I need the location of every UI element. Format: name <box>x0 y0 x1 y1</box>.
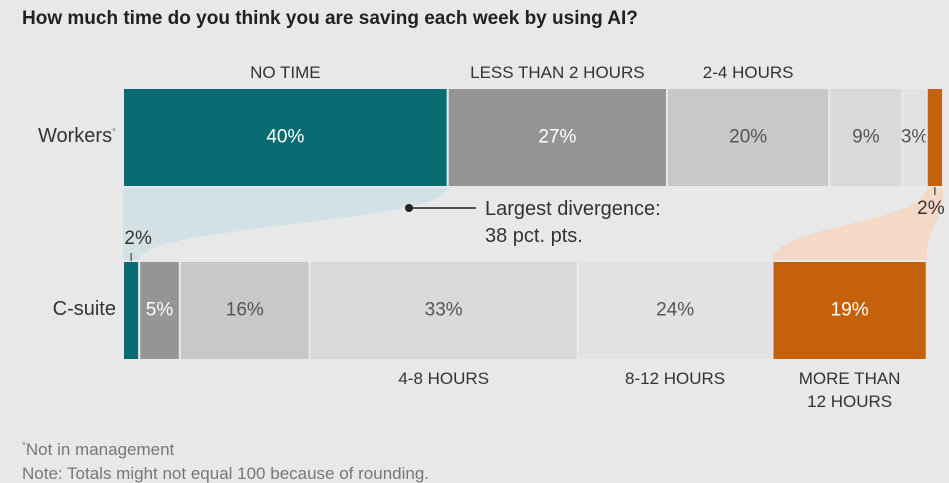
bar-segment <box>122 87 449 188</box>
footnote-marker: * <box>22 440 26 452</box>
bar-segment <box>138 260 181 361</box>
footnote-marker: * <box>112 125 116 137</box>
value-label: 5% <box>146 300 174 321</box>
bar-segment <box>178 260 311 361</box>
annotation: Largest divergence: 38 pct. pts. <box>485 196 661 250</box>
bar-segment <box>771 260 928 361</box>
value-label: 9% <box>852 127 880 148</box>
connector-band <box>772 187 943 261</box>
value-label: 3% <box>901 127 929 148</box>
series-label: 2-4 HOURS <box>702 63 794 82</box>
value-label: 40% <box>266 127 304 148</box>
footnote: Note: Totals might not equal 100 because… <box>22 464 430 483</box>
footnote: *Not in management <box>22 440 174 460</box>
value-label: 16% <box>226 300 264 321</box>
annotation-line: Largest divergence: <box>485 198 661 220</box>
connector-band <box>123 187 448 261</box>
bar-segment <box>901 87 928 188</box>
category-label: C-suite <box>53 298 116 321</box>
series-label: 4-8 HOURS <box>398 369 490 388</box>
value-label: 19% <box>831 300 869 321</box>
category-text: C-suite <box>52 297 116 320</box>
value-label: 20% <box>729 127 767 148</box>
chart-title: How much time do you think you are savin… <box>22 8 638 29</box>
value-label: 2% <box>917 198 945 219</box>
bar-segment <box>576 260 774 361</box>
series-label: NO TIME <box>250 63 321 82</box>
value-label: 27% <box>538 127 576 148</box>
bar-segment <box>446 87 668 188</box>
bar-segment <box>308 260 579 361</box>
series-label: 8-12 HOURS <box>625 369 726 388</box>
series-label: MORE THAN 12 HOURS <box>798 369 901 411</box>
bar-segment <box>122 260 141 361</box>
value-label: 24% <box>656 300 694 321</box>
bar-segment <box>925 87 945 188</box>
value-label: 2% <box>124 228 152 249</box>
footnote-text: Not in management <box>25 440 175 459</box>
annotation-line: 38 pct. pts. <box>485 225 583 247</box>
category-text: Workers <box>38 124 113 147</box>
series-label: LESS THAN 2 HOURS <box>470 63 645 82</box>
bar-segment <box>828 87 904 188</box>
value-label: 33% <box>425 300 463 321</box>
category-label: Workers* <box>38 125 116 148</box>
